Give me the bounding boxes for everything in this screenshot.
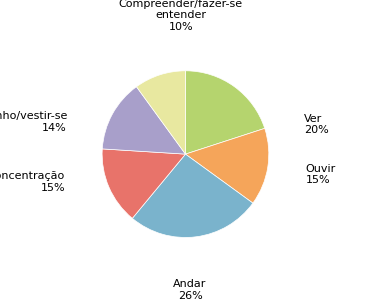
Wedge shape (137, 71, 185, 154)
Wedge shape (185, 71, 265, 154)
Wedge shape (132, 154, 253, 237)
Text: Tomar banho/vestir-se
14%: Tomar banho/vestir-se 14% (0, 111, 67, 132)
Text: Andar
26%: Andar 26% (174, 279, 207, 299)
Wedge shape (185, 128, 269, 203)
Wedge shape (102, 149, 185, 218)
Text: Ver
20%: Ver 20% (304, 114, 329, 135)
Text: Compreender/fazer-se
entender
10%: Compreender/fazer-se entender 10% (119, 0, 243, 32)
Wedge shape (102, 87, 185, 154)
Text: Ouvir
15%: Ouvir 15% (306, 164, 336, 185)
Text: Memória/concentração
15%: Memória/concentração 15% (0, 171, 65, 193)
